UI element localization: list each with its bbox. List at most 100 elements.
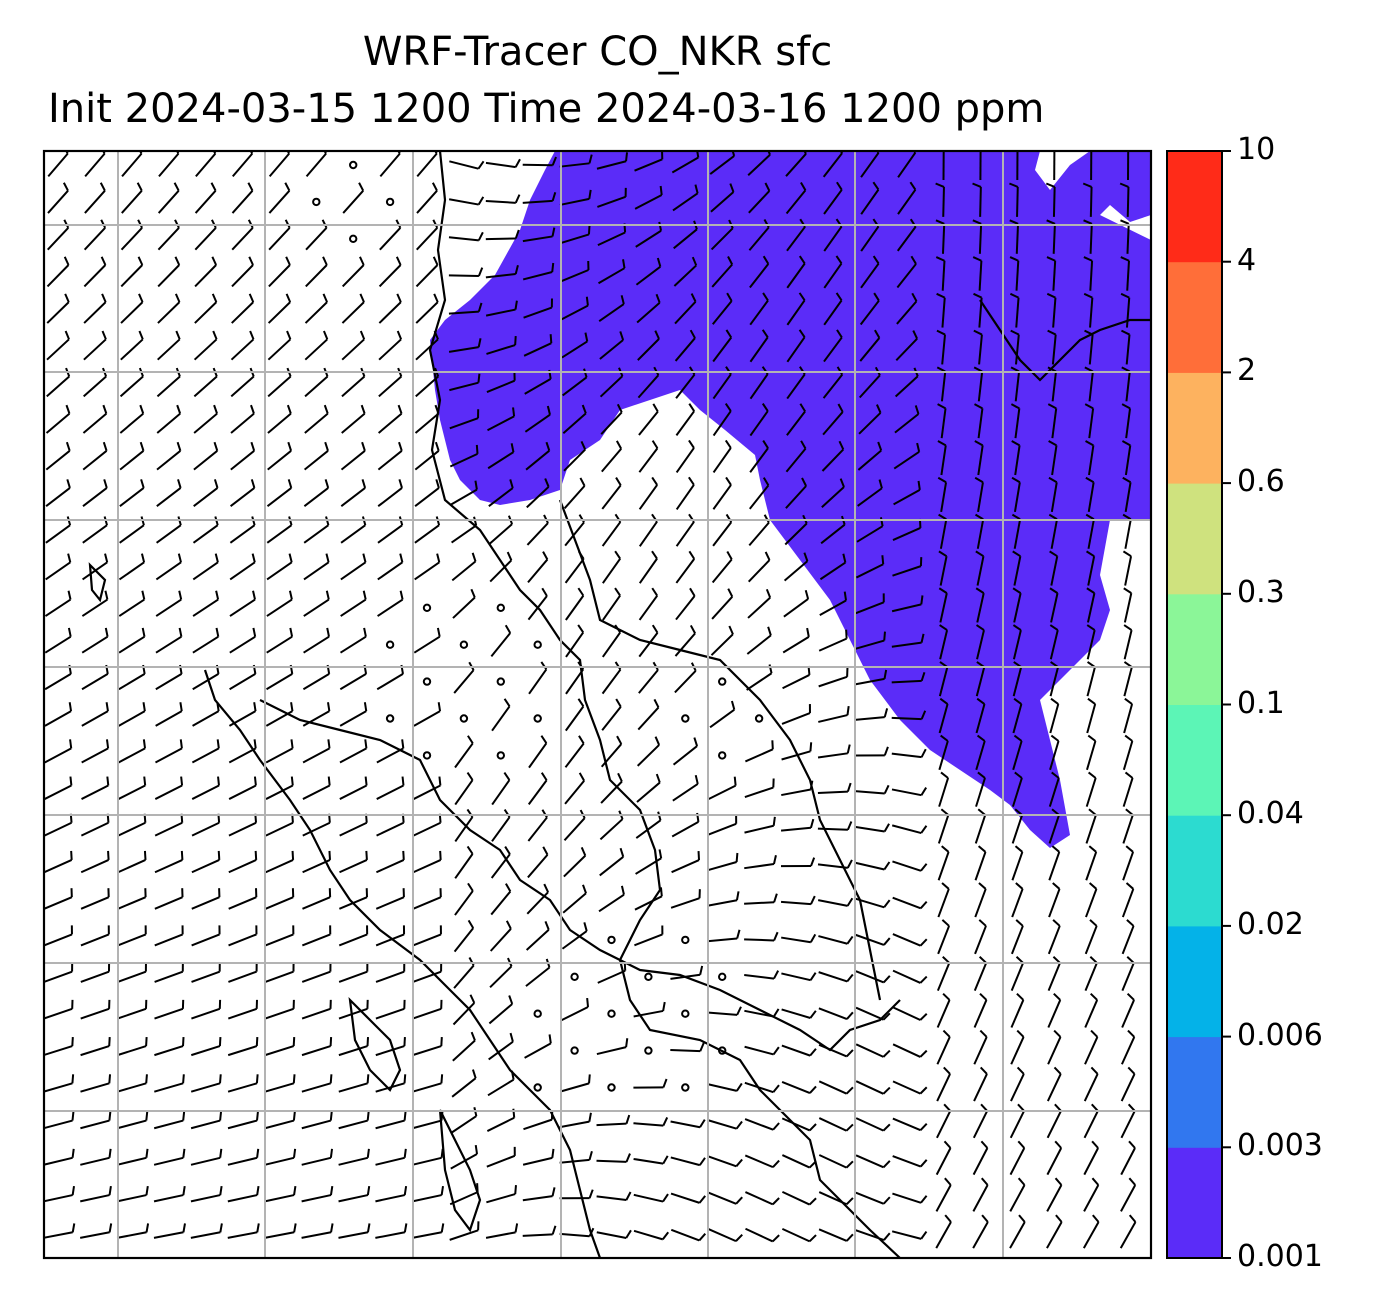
wind-barb (744, 816, 776, 834)
wind-barb (1011, 440, 1021, 476)
wind-barb (192, 627, 220, 654)
wind-barb (228, 962, 258, 983)
wind-barb (375, 962, 406, 983)
wind-barb (748, 514, 770, 547)
wind-barb (302, 776, 331, 800)
wind-barb (45, 404, 71, 434)
wind-barb (44, 590, 72, 617)
wind-barb (44, 925, 73, 947)
wind-barb (1083, 256, 1094, 291)
wind-barb (454, 845, 474, 879)
wind-barb (491, 772, 511, 806)
wind-barb (83, 256, 107, 288)
wind-barb (449, 373, 481, 392)
wind-barb (1120, 256, 1130, 291)
wind-barb (975, 697, 986, 734)
wind-barb (785, 440, 807, 473)
wind-barb (635, 221, 663, 248)
wind-barb (45, 441, 71, 471)
wind-barb (749, 292, 769, 326)
wind-barb (452, 588, 476, 619)
wind-barb (338, 1185, 371, 1203)
wind-barb (83, 293, 107, 324)
wind-barb (523, 298, 553, 319)
wind-barb (120, 256, 144, 288)
wind-barb (412, 1074, 444, 1093)
wind-barb (564, 772, 586, 805)
island-southwest (438, 1109, 482, 1233)
wind-barb (562, 404, 587, 434)
wind-barb (749, 329, 769, 363)
wind-barbs (44, 151, 1137, 1249)
wind-barb (633, 1117, 669, 1127)
wind-barb (156, 441, 182, 471)
wind-barb (1011, 513, 1022, 549)
wind-barb (975, 771, 986, 807)
wind-barb (818, 935, 854, 945)
wind-barb (303, 590, 330, 617)
wind-barb (974, 882, 987, 918)
wind-barb (1121, 366, 1131, 402)
calm-wind-marker (385, 197, 395, 207)
wind-barb (785, 477, 807, 509)
wind-barb (596, 1153, 631, 1163)
wind-barb (744, 1154, 780, 1169)
wind-barb (231, 293, 255, 324)
wind-barb (1120, 292, 1131, 328)
wind-barb (564, 735, 585, 768)
wind-barb (1047, 403, 1058, 439)
wind-barb (858, 404, 882, 435)
wind-barb (712, 476, 732, 510)
wind-barb (712, 403, 732, 437)
wind-barb (524, 405, 551, 433)
wind-barb (974, 845, 987, 881)
colorbar-tick-label: 2 (1237, 353, 1257, 389)
wind-barb (46, 256, 70, 288)
wind-barb (711, 256, 734, 288)
wind-barb (707, 1006, 742, 1016)
wind-barb (266, 479, 293, 508)
wind-barb (1123, 697, 1134, 734)
wind-barb (1084, 919, 1098, 955)
wind-barb (230, 330, 255, 361)
wind-barb (154, 850, 184, 874)
wind-barb (265, 850, 295, 874)
wind-barb (338, 925, 369, 947)
wind-barb (339, 627, 367, 654)
calm-wind-marker (496, 751, 505, 760)
wind-barb (1084, 403, 1095, 439)
wind-barb (228, 776, 257, 800)
wind-barb (635, 257, 662, 286)
wind-barb (266, 553, 293, 581)
map-title-line2: Init 2024-03-15 1200 Time 2024-03-16 120… (48, 86, 1045, 132)
wind-barb (412, 962, 443, 983)
wind-barb (301, 962, 332, 983)
wind-barb (46, 330, 70, 361)
wind-barb (82, 479, 108, 508)
wind-barb (1009, 1140, 1026, 1176)
wind-barb (671, 812, 700, 838)
wind-barb (44, 739, 73, 764)
wind-barb (599, 847, 625, 877)
wind-barb (191, 962, 221, 983)
wind-barb (937, 919, 950, 955)
wind-barb (1046, 1066, 1062, 1102)
wind-barb (527, 809, 548, 842)
wind-barb (1012, 587, 1022, 623)
wind-barb (488, 1032, 514, 1061)
wind-barb (193, 404, 219, 434)
wind-barb (342, 182, 365, 214)
wind-barb (818, 971, 854, 983)
wind-barb (860, 181, 880, 215)
wind-barb (895, 330, 919, 361)
wind-barb (375, 1037, 406, 1057)
colorbar-band (1167, 1036, 1222, 1148)
wind-barb (154, 962, 184, 983)
wind-barb (854, 784, 890, 795)
wind-barb (227, 1037, 259, 1057)
colorbar-band (1167, 151, 1222, 263)
wind-barb (340, 590, 367, 617)
wind-barb (338, 999, 369, 1020)
wind-barb (228, 739, 257, 764)
